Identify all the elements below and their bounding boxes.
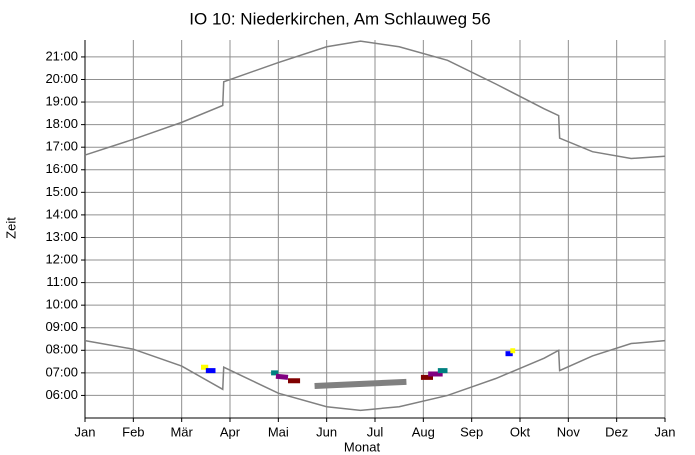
y-tick-label: 17:00 — [45, 139, 78, 154]
x-tick-label: Aug — [412, 424, 435, 439]
x-tick-label: Jun — [316, 424, 337, 439]
y-axis-label: Zeit — [3, 217, 18, 239]
y-tick-label: 19:00 — [45, 93, 78, 108]
x-tick-label: Nov — [557, 424, 581, 439]
y-tick-label: 12:00 — [45, 251, 78, 266]
x-tick-label: Dez — [605, 424, 628, 439]
series-line — [84, 339, 666, 412]
x-tick-label: Jan — [655, 424, 676, 439]
y-tick-label: 11:00 — [46, 274, 78, 289]
y-tick-label: 14:00 — [45, 206, 78, 221]
y-tick-label: 18:00 — [45, 116, 78, 131]
y-tick-label: 16:00 — [45, 161, 78, 176]
y-tick-label: 06:00 — [45, 387, 78, 402]
y-tick-label: 08:00 — [45, 342, 78, 357]
x-tick-label: Mai — [268, 424, 289, 439]
x-tick-label: Mär — [170, 424, 193, 439]
chart-title: IO 10: Niederkirchen, Am Schlauweg 56 — [189, 9, 490, 28]
y-tick-label: 21:00 — [45, 48, 78, 63]
y-tick-label: 20:00 — [45, 71, 78, 86]
x-tick-label: Apr — [220, 424, 241, 439]
series-line — [275, 373, 289, 380]
y-tick-label: 07:00 — [45, 364, 78, 379]
y-tick-label: 10:00 — [45, 297, 78, 312]
y-tick-label: 15:00 — [45, 184, 78, 199]
series-line — [84, 40, 666, 160]
y-tick-label: 13:00 — [45, 229, 78, 244]
x-tick-label: Okt — [510, 424, 531, 439]
series-line — [314, 378, 407, 389]
x-axis-label: Monat — [344, 439, 381, 454]
x-tick-label: Jan — [75, 424, 96, 439]
x-tick-label: Sep — [460, 424, 483, 439]
y-tick-label: 09:00 — [45, 319, 78, 334]
x-tick-label: Jul — [367, 424, 384, 439]
x-tick-label: Feb — [122, 424, 144, 439]
